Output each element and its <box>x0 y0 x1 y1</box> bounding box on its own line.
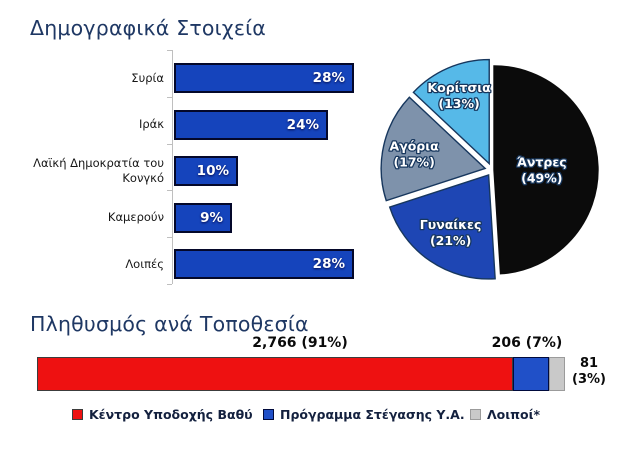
pie-slice-label-2: Αγόρια (17%) <box>390 139 440 170</box>
bar-value-label: 28% <box>312 256 345 272</box>
axis-tick <box>167 96 172 98</box>
bar-category-label: Λοιπές <box>125 256 164 271</box>
bar-category-label: Καμερούν <box>107 210 164 225</box>
bar-4: 28% <box>174 249 354 279</box>
legend-label-0: Κέντρο Υποδοχής Βαθύ <box>89 407 253 422</box>
nationality-bar-chart: Συρία 28% Ιράκ 24% Λαϊκή Δημοκρατία του Κονγ… <box>0 50 372 290</box>
bar-value-label: 24% <box>286 116 319 133</box>
bar-1: 24% <box>174 109 328 140</box>
axis-tick <box>167 284 172 285</box>
stacked-segment-2 <box>549 357 565 391</box>
legend-label-2: Λοιποί* <box>487 407 541 422</box>
pie-slice-label-3: Κορίτσια (13%) <box>427 80 491 111</box>
legend-item-2: Λοιποί* <box>470 407 540 422</box>
axis-tick <box>167 143 172 145</box>
legend-swatch-0 <box>72 409 83 420</box>
bar-category-label: Ιράκ <box>138 117 164 132</box>
bar-category-label: Λαϊκή Δημοκρατία του Κονγκό <box>33 156 164 185</box>
bar-2: 10% <box>174 156 238 186</box>
legend-label-1: Πρόγραμμα Στέγασης Υ.Α. <box>280 407 465 422</box>
legend-item-0: Κέντρο Υποδοχής Βαθύ <box>72 407 253 422</box>
stacked-value-label-0: 2,766 (91%) <box>252 335 348 351</box>
population-stacked-bar <box>37 357 565 391</box>
gender-age-pie-chart: Άντρες (49%) Γυναίκες (21%) Αγόρια (17%) Κορίτ… <box>380 58 599 280</box>
pie-slice-label-0: Άντρες (49%) <box>517 154 567 185</box>
bar-value-label: 28% <box>312 70 345 86</box>
stacked-value-label-1: 206 (7%) <box>491 335 563 351</box>
side-label-pct: (3%) <box>572 372 606 387</box>
pie-slice-label-1: Γυναίκες (21%) <box>420 217 482 248</box>
bar-3: 9% <box>174 202 232 233</box>
side-label-value: 81 <box>579 356 599 371</box>
bar-category-label: Συρία <box>131 70 164 85</box>
pie-slice-2 <box>380 96 487 202</box>
population-stacked-bar-section: 2,766 (91%) 206 (7%) 81 (3%) Κέντρο Υποδοχής… <box>0 335 640 445</box>
legend-item-1: Πρόγραμμα Στέγασης Υ.Α. <box>263 407 465 422</box>
bar-0: 28% <box>174 63 354 93</box>
axis-tick <box>167 190 172 192</box>
legend-swatch-1 <box>263 409 274 420</box>
stacked-value-label-2: 81 (3%) <box>564 356 614 388</box>
bar-value-label: 10% <box>196 163 229 179</box>
bar-value-label: 9% <box>200 209 223 226</box>
pie-slice-1 <box>388 174 496 280</box>
axis-tick <box>167 237 172 239</box>
section-title-population: Πληθυσμός ανά Τοποθεσία <box>30 312 309 336</box>
stacked-segment-0 <box>37 357 513 391</box>
axis-tick <box>167 50 172 51</box>
pie-slice-3 <box>412 58 490 166</box>
stacked-segment-1 <box>512 357 550 391</box>
pie-slice-0 <box>493 65 599 275</box>
bar-chart-axis <box>172 50 173 284</box>
legend-swatch-2 <box>470 409 481 420</box>
section-title-demographics: Δημογραφικά Στοιχεία <box>30 16 266 40</box>
